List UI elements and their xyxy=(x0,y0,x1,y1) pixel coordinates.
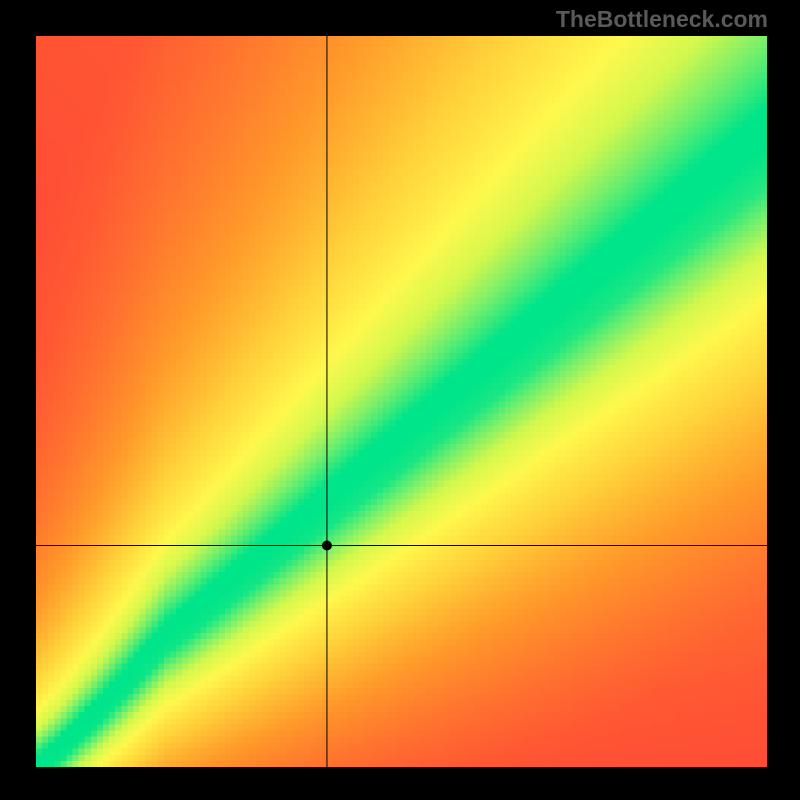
watermark-text: TheBottleneck.com xyxy=(556,6,768,33)
chart-container: TheBottleneck.com xyxy=(0,0,800,800)
bottleneck-heatmap xyxy=(36,36,767,767)
